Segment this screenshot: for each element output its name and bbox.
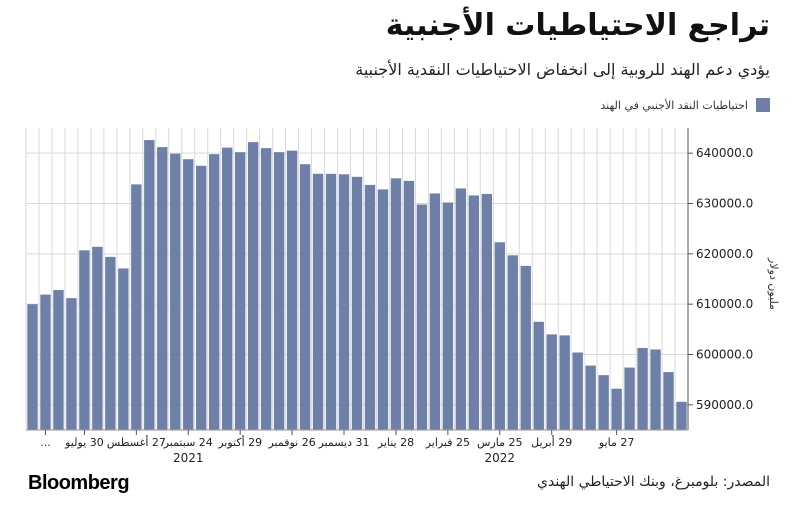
bar [546,334,557,430]
bar [157,147,168,431]
axis-layer: 590000.0 600000.0 610000.0 620000.0 630000.0… [26,128,780,465]
bar [79,250,90,430]
bar [481,193,492,430]
bar [92,246,103,430]
bar [533,321,544,430]
x-tick-label: 28 يناير [377,436,414,449]
bar [27,304,38,430]
bar [351,176,363,430]
bar [40,294,51,430]
grid-layer [25,128,689,430]
bar [364,184,376,430]
bloomberg-logo: Bloomberg [28,472,130,494]
y-tick-label: 610000.0 [696,297,753,311]
bar [144,140,155,430]
bar [559,335,570,430]
bar [247,142,259,431]
y-tick-label: 640000.0 [696,146,753,160]
bar [494,242,505,430]
y-tick-label: 590000.0 [696,398,753,412]
x-tick-label: 29 أبريل [531,435,572,449]
bar [131,184,142,430]
bar [196,165,207,430]
y-axis-title: مليون دولار [767,257,780,310]
bar [624,367,635,430]
bar [325,173,337,430]
bar [338,174,350,430]
bar [403,180,415,430]
y-tick-label: 600000.0 [696,348,753,362]
x-tick-label: ... [40,436,51,449]
bar [468,195,480,430]
bar [299,164,311,431]
legend-swatch [756,98,770,112]
bar [234,152,246,430]
bar [377,189,389,430]
bar [429,193,441,430]
bar [286,150,298,430]
bar-chart: 590000.0 600000.0 610000.0 620000.0 630000.0… [25,128,780,465]
bar [520,265,531,430]
year-label: 2021 [173,451,204,465]
source-note: المصدر: بلومبرغ، وبنك الاحتياطي الهندي [537,474,770,490]
bar [663,372,674,430]
bar [650,349,661,430]
bar [118,268,129,430]
bar [416,204,428,430]
bar [637,347,648,430]
legend: احتياطيات النقد الأجنبي في الهند [600,98,770,112]
year-label: 2022 [485,451,516,465]
bar [170,153,181,431]
bar [183,159,194,430]
y-tick-label: 620000.0 [696,247,753,261]
bar [390,178,402,430]
bar [260,148,272,430]
bar [676,401,687,430]
bar [66,298,77,430]
bar [507,255,518,430]
bar [222,147,233,430]
legend-label: احتياطيات النقد الأجنبي في الهند [600,98,748,112]
bar [273,152,285,430]
bar [611,388,622,430]
x-tick-label: 26 نوفمبر [267,436,315,449]
x-tick-label: 25 فبراير [425,436,470,449]
bar [572,352,583,430]
bar [455,188,467,430]
y-tick-label: 630000.0 [696,197,753,211]
bars-layer [27,140,687,431]
bar [585,365,596,430]
x-tick-label: 27 مايو [598,436,634,449]
x-tick-label: 29 أكتوبر [217,435,262,449]
bar [209,154,220,430]
chart-subtitle: يؤدي دعم الهند للروبية إلى انخفاض الاحتي… [355,60,770,79]
chart-title: تراجع الاحتياطيات الأجنبية [385,8,770,43]
x-tick-label: 27 أغسطس [107,435,166,449]
bar [105,256,116,430]
bar [442,202,454,430]
bar [598,375,609,430]
bar [53,290,64,430]
x-tick-label: 24 سبتمبر [163,436,213,449]
x-tick-label: 31 ديسمبر [318,436,370,449]
bar [312,173,324,430]
x-tick-label: 30 يوليو [64,436,104,449]
x-tick-label: 25 مارس [477,436,522,449]
